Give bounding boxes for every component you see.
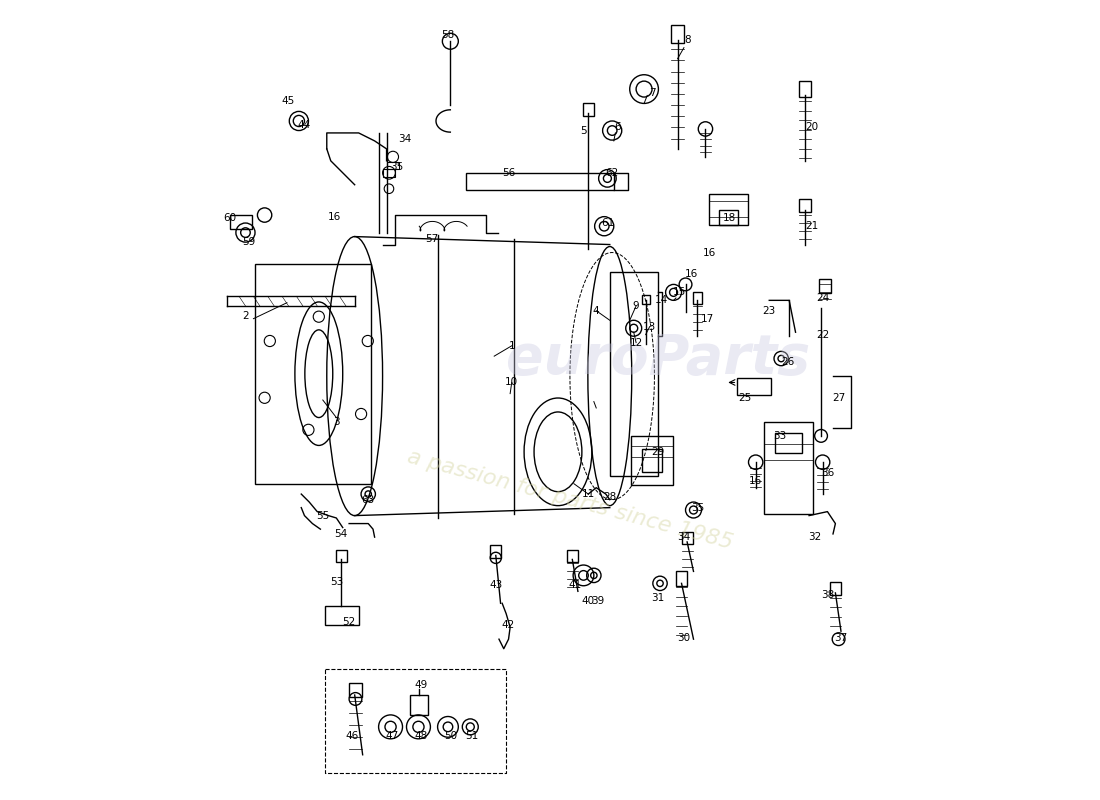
Text: 34: 34 bbox=[678, 532, 691, 542]
Text: 13: 13 bbox=[644, 322, 657, 332]
Text: 4: 4 bbox=[593, 306, 600, 316]
Bar bbox=[719, 210, 738, 225]
Text: 50: 50 bbox=[443, 731, 456, 742]
Text: 62: 62 bbox=[606, 168, 619, 178]
Text: 37: 37 bbox=[835, 633, 848, 642]
Text: 35: 35 bbox=[390, 162, 404, 172]
Text: 16: 16 bbox=[685, 269, 698, 279]
Bar bbox=[737, 378, 771, 395]
Text: 57: 57 bbox=[426, 234, 439, 244]
Text: 45: 45 bbox=[282, 96, 295, 106]
Text: 53: 53 bbox=[330, 577, 343, 586]
Text: 29: 29 bbox=[651, 447, 664, 457]
Text: 30: 30 bbox=[678, 633, 691, 642]
Text: 46: 46 bbox=[345, 731, 359, 742]
Text: 63: 63 bbox=[362, 494, 375, 505]
Bar bbox=[763, 422, 813, 514]
Bar bbox=[774, 434, 802, 454]
Text: 34: 34 bbox=[398, 134, 411, 143]
Bar bbox=[820, 279, 830, 293]
Text: 23: 23 bbox=[762, 306, 776, 316]
Bar bbox=[255, 265, 371, 484]
Bar bbox=[710, 194, 748, 225]
Bar bbox=[349, 683, 362, 698]
Text: 22: 22 bbox=[816, 330, 829, 340]
Bar bbox=[384, 169, 395, 177]
Bar bbox=[671, 26, 684, 43]
Text: 16: 16 bbox=[328, 212, 341, 222]
Text: 51: 51 bbox=[465, 731, 478, 742]
Text: 16: 16 bbox=[749, 476, 762, 486]
Bar bbox=[410, 695, 428, 715]
Text: 32: 32 bbox=[808, 532, 822, 542]
Bar bbox=[676, 571, 688, 586]
Bar bbox=[641, 294, 650, 304]
Bar bbox=[631, 436, 673, 486]
Text: 47: 47 bbox=[385, 731, 399, 742]
Text: 48: 48 bbox=[415, 731, 428, 742]
Text: 58: 58 bbox=[441, 30, 454, 40]
Bar bbox=[693, 292, 702, 303]
Text: 36: 36 bbox=[821, 468, 834, 478]
Bar bbox=[642, 450, 661, 472]
Text: 61: 61 bbox=[601, 218, 614, 228]
Bar bbox=[387, 162, 399, 169]
Text: 5: 5 bbox=[580, 126, 586, 135]
Bar bbox=[799, 81, 812, 97]
Bar bbox=[799, 199, 812, 212]
Bar bbox=[829, 582, 842, 595]
Text: a passion for parts since 1985: a passion for parts since 1985 bbox=[405, 446, 735, 553]
Text: 28: 28 bbox=[603, 492, 616, 502]
Text: 2: 2 bbox=[242, 311, 249, 322]
Bar bbox=[609, 273, 658, 476]
Text: 55: 55 bbox=[316, 510, 329, 521]
Text: 1: 1 bbox=[508, 341, 515, 350]
Text: 25: 25 bbox=[739, 394, 752, 403]
Bar bbox=[466, 173, 614, 190]
Text: 49: 49 bbox=[415, 681, 428, 690]
Text: 3: 3 bbox=[333, 418, 340, 427]
Text: 26: 26 bbox=[781, 357, 794, 366]
Bar bbox=[336, 550, 346, 562]
Text: 43: 43 bbox=[490, 580, 503, 590]
Bar bbox=[230, 215, 252, 230]
Text: 33: 33 bbox=[773, 431, 786, 441]
Text: 9: 9 bbox=[632, 301, 639, 311]
Bar bbox=[326, 606, 359, 625]
Bar bbox=[566, 550, 578, 562]
Text: 31: 31 bbox=[651, 593, 664, 602]
Text: 11: 11 bbox=[582, 489, 595, 499]
Text: 59: 59 bbox=[242, 237, 255, 247]
Text: 14: 14 bbox=[654, 295, 668, 306]
Text: 17: 17 bbox=[701, 314, 715, 324]
Bar bbox=[682, 531, 693, 544]
Text: 15: 15 bbox=[672, 287, 685, 298]
Text: 38: 38 bbox=[821, 590, 834, 600]
Text: euroParts: euroParts bbox=[506, 331, 810, 386]
Text: 44: 44 bbox=[298, 120, 311, 130]
Text: 52: 52 bbox=[342, 617, 355, 626]
Text: 7: 7 bbox=[649, 88, 656, 98]
Text: 16: 16 bbox=[703, 247, 716, 258]
Text: 41: 41 bbox=[569, 580, 582, 590]
Text: 27: 27 bbox=[832, 394, 845, 403]
Text: 24: 24 bbox=[816, 293, 829, 303]
Text: 21: 21 bbox=[805, 222, 818, 231]
Text: 8: 8 bbox=[684, 34, 691, 45]
Text: 6: 6 bbox=[615, 122, 622, 132]
Bar bbox=[583, 103, 594, 116]
Text: 10: 10 bbox=[505, 378, 518, 387]
Text: 60: 60 bbox=[223, 214, 236, 223]
Text: 20: 20 bbox=[805, 122, 818, 132]
Text: 56: 56 bbox=[502, 168, 515, 178]
Text: 39: 39 bbox=[591, 596, 605, 606]
Text: 18: 18 bbox=[723, 214, 736, 223]
Bar bbox=[491, 545, 502, 558]
Text: 54: 54 bbox=[334, 529, 348, 539]
Text: 35: 35 bbox=[691, 502, 704, 513]
Text: 12: 12 bbox=[629, 338, 642, 347]
Text: 42: 42 bbox=[502, 620, 515, 630]
Text: 40: 40 bbox=[582, 596, 595, 606]
